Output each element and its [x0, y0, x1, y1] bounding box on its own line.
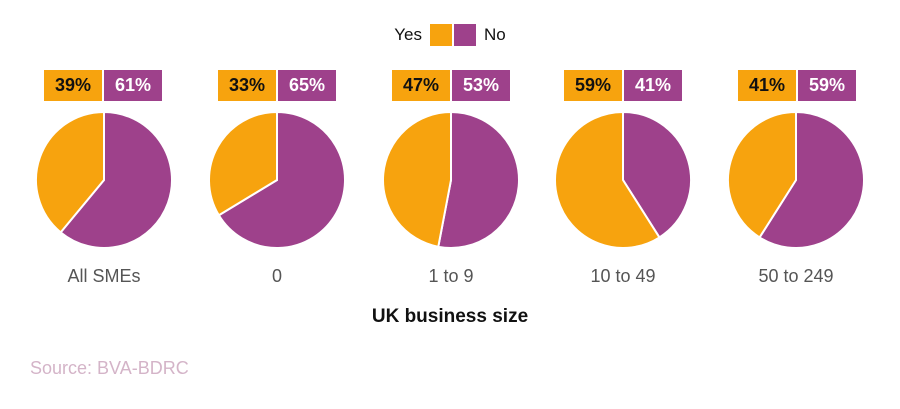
- pie-slice-no-all-smes: [59, 110, 173, 249]
- legend-no-label: No: [484, 25, 506, 44]
- pct-no-10-to-49: 41%: [624, 70, 682, 101]
- x-axis-title: UK business size: [371, 306, 529, 327]
- pct-no-1-to-9: 53%: [452, 70, 510, 101]
- pct-yes-all-smes: 39%: [44, 70, 102, 101]
- pie-slice-yes-0: [208, 110, 278, 217]
- pie-slice-no-0: [217, 110, 346, 249]
- source-note: Source: BVA-BDRC: [30, 358, 189, 378]
- legend-no-swatch: [454, 24, 476, 46]
- pie-slice-no-50-to-249: [758, 110, 865, 249]
- category-label-0: 0: [271, 266, 282, 286]
- pie-slice-yes-10-to-49: [554, 110, 661, 249]
- legend-yes-swatch: [430, 24, 452, 46]
- category-label-1-to-9: 1 to 9: [428, 266, 474, 286]
- legend: Yes No: [0, 24, 900, 46]
- pie-slice-no-1-to-9: [437, 110, 520, 249]
- pie-slice-yes-all-smes: [35, 110, 105, 234]
- pie-slice-yes-1-to-9: [381, 110, 452, 248]
- legend-yes-label: Yes: [394, 25, 422, 44]
- category-label-all-smes: All SMEs: [67, 266, 141, 286]
- category-label-50-to-249: 50 to 249: [758, 266, 834, 286]
- pct-yes-50-to-249: 41%: [738, 70, 796, 101]
- category-label-10-to-49: 10 to 49: [590, 266, 656, 286]
- pct-no-50-to-249: 59%: [798, 70, 856, 101]
- pct-yes-1-to-9: 47%: [392, 70, 450, 101]
- pie-slice-yes-50-to-249: [727, 110, 797, 239]
- pct-no-0: 65%: [278, 70, 336, 101]
- pct-yes-10-to-49: 59%: [564, 70, 622, 101]
- pct-yes-0: 33%: [218, 70, 276, 101]
- pct-no-all-smes: 61%: [104, 70, 162, 101]
